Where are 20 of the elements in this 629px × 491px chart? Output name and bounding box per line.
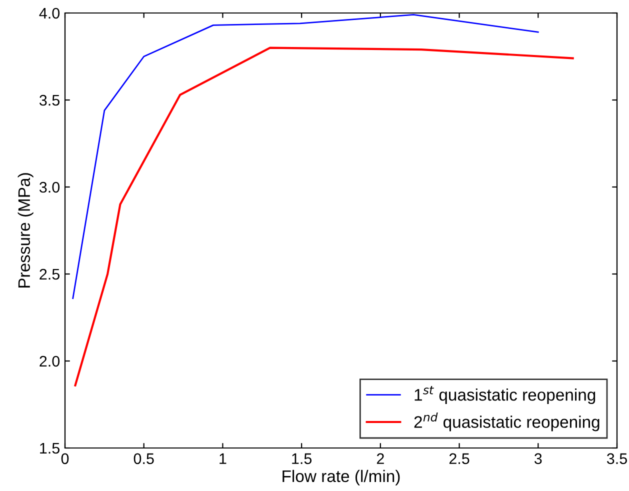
x-axis-title: Flow rate (l/min) [282,470,400,486]
x-tick-label: 1.5 [292,453,312,464]
x-tick-label: 1 [220,453,226,464]
x-tick-label: 0 [61,453,69,464]
y-axis-title: Pressure (MPa) [18,173,34,288]
x-tick-label: 2 [376,453,384,464]
x-tick-label: 3.5 [606,453,627,464]
y-tick-label: 3.0 [39,182,60,193]
y-tick-label: 2.5 [40,268,60,280]
legend-label: 2$^{nd}$ quasistatic reopening [414,412,600,432]
x-tick-label: 0.5 [134,453,154,464]
y-tick-label: 1.5 [40,443,60,454]
y-tick-label: 4.0 [39,8,60,19]
x-tick-label: 2.5 [449,453,470,464]
y-tick-label: 2.0 [40,356,60,367]
legend-label: 1$^{st}$ quasistatic reopening [414,386,596,404]
y-tick-label: 3.5 [39,94,60,106]
line-series [74,46,574,386]
x-tick-label: 3 [534,453,542,464]
line-series [72,14,539,300]
